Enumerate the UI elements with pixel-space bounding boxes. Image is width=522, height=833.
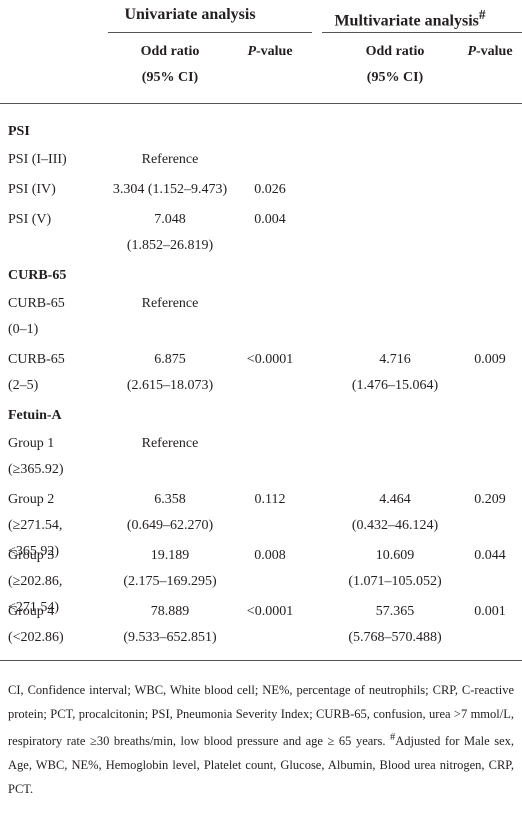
row-label: Group 4 bbox=[8, 604, 55, 619]
row-label: PSI (I–III) bbox=[8, 152, 67, 167]
rule bbox=[0, 103, 522, 104]
footnote: CI, Confidence interval; WBC, White bloo… bbox=[8, 678, 514, 801]
row-label: (0–1) bbox=[8, 322, 39, 337]
row-label: <365.92) bbox=[8, 544, 60, 559]
odds-ratio: (2.175–169.295) bbox=[123, 574, 217, 589]
row-label: Group 2 bbox=[8, 492, 55, 507]
p-value: 0.008 bbox=[254, 548, 286, 563]
odds-ratio: (0.649–62.270) bbox=[126, 518, 214, 533]
p-value: 0.044 bbox=[474, 548, 506, 563]
footnote-mark: # bbox=[389, 732, 396, 743]
row-label: (2–5) bbox=[8, 378, 39, 393]
odds-ratio: 19.189 bbox=[150, 548, 190, 563]
column-header-text: -value bbox=[476, 44, 513, 59]
odds-ratio: Reference bbox=[141, 436, 199, 451]
column-header-italic: P bbox=[467, 44, 476, 59]
odds-ratio: (2.615–18.073) bbox=[126, 378, 214, 393]
row-label: PSI (V) bbox=[8, 212, 52, 227]
odds-ratio: Reference bbox=[141, 152, 199, 167]
row-label: (≥202.86, bbox=[8, 574, 63, 589]
row-label: Group 3 bbox=[8, 548, 55, 563]
row-label: CURB-65 bbox=[8, 352, 65, 367]
p-value: 0.009 bbox=[474, 352, 506, 367]
section-title: CURB-65 bbox=[8, 268, 67, 283]
rule bbox=[0, 660, 522, 661]
p-value: 0.209 bbox=[474, 492, 506, 507]
odds-ratio: 4.716 bbox=[379, 352, 411, 367]
column-header: P-value bbox=[247, 43, 292, 61]
footnote-text: Adjusted for Male sex, Age, WBC, NE%, He… bbox=[8, 734, 514, 797]
odds-ratio: (1.476–15.064) bbox=[351, 378, 439, 393]
odds-ratio: 57.365 bbox=[375, 604, 415, 619]
row-label: PSI (IV) bbox=[8, 182, 56, 197]
row-label: <271.54) bbox=[8, 600, 60, 615]
column-header: (95% CI) bbox=[366, 70, 424, 85]
rule bbox=[108, 32, 312, 33]
row-label: (<202.86) bbox=[8, 630, 64, 645]
column-header: Odd ratio bbox=[140, 44, 200, 59]
odds-ratio: (9.533–652.851) bbox=[123, 630, 217, 645]
group-header: Univariate analysis bbox=[124, 6, 256, 23]
odds-ratio: 10.609 bbox=[375, 548, 415, 563]
rule bbox=[322, 32, 522, 33]
column-header: P-value bbox=[467, 43, 512, 61]
odds-ratio: 4.464 bbox=[379, 492, 411, 507]
row-label: CURB-65 bbox=[8, 296, 65, 311]
odds-ratio: (5.768–570.488) bbox=[348, 630, 442, 645]
odds-ratio: 7.048 bbox=[154, 212, 186, 227]
column-header-text: -value bbox=[256, 44, 293, 59]
odds-ratio: (1.071–105.052) bbox=[348, 574, 442, 589]
row-label: Group 1 bbox=[8, 436, 55, 451]
section-title: PSI bbox=[8, 124, 30, 139]
odds-ratio: 78.889 bbox=[150, 604, 190, 619]
column-header: (95% CI) bbox=[141, 70, 199, 85]
column-header: Odd ratio bbox=[365, 44, 425, 59]
p-value: <0.0001 bbox=[246, 352, 294, 367]
footnote-text: CI, Confidence interval; WBC, White bloo… bbox=[8, 683, 514, 749]
p-value: 0.026 bbox=[254, 182, 286, 197]
odds-ratio: 3.304 (1.152–9.473) bbox=[112, 182, 228, 197]
p-value: 0.112 bbox=[254, 492, 286, 507]
p-value: 0.004 bbox=[254, 212, 286, 227]
odds-ratio: Reference bbox=[141, 296, 199, 311]
group-header: Multivariate analysis# bbox=[334, 6, 485, 30]
row-label: (≥365.92) bbox=[8, 462, 64, 477]
p-value: 0.001 bbox=[474, 604, 506, 619]
odds-ratio: 6.358 bbox=[154, 492, 186, 507]
p-value: <0.0001 bbox=[246, 604, 294, 619]
column-header-italic: P bbox=[247, 44, 256, 59]
section-title: Fetuin-A bbox=[8, 408, 62, 423]
odds-ratio: (0.432–46.124) bbox=[351, 518, 439, 533]
odds-ratio: (1.852–26.819) bbox=[126, 238, 214, 253]
odds-ratio: 6.875 bbox=[154, 352, 186, 367]
row-label: (≥271.54, bbox=[8, 518, 63, 533]
group-header-mark: # bbox=[478, 7, 486, 22]
group-header-text: Multivariate analysis bbox=[334, 12, 479, 30]
